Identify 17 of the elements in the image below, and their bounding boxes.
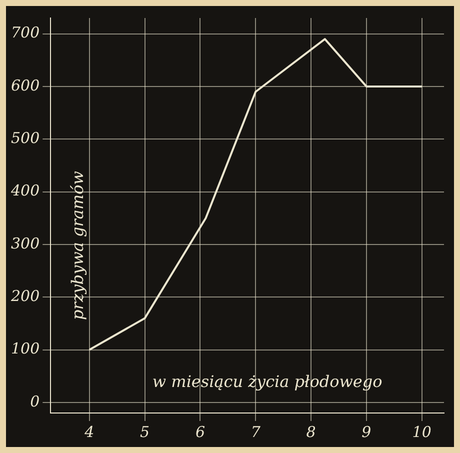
- x-tick-label: 10: [412, 422, 432, 441]
- y-axis-title: przybywa gramów: [68, 170, 87, 320]
- x-tick-label: 7: [250, 422, 261, 441]
- y-tick-label: 300: [10, 234, 40, 252]
- x-tick-label: 9: [362, 422, 372, 441]
- x-axis-title: w miesiącu życia płodowego: [152, 372, 382, 392]
- y-tick-label: 200: [10, 287, 40, 306]
- y-tick-label: 500: [10, 129, 40, 148]
- x-tick-label: 5: [140, 422, 150, 441]
- y-tick-label: 400: [10, 182, 40, 200]
- x-tick-label: 8: [306, 422, 316, 441]
- y-tick-label: 700: [10, 24, 40, 42]
- x-tick-label: 4: [84, 422, 94, 441]
- y-tick-label: 600: [10, 76, 40, 94]
- y-tick-label: 0: [30, 392, 40, 410]
- y-tick-label: 100: [10, 340, 40, 358]
- x-tick-label: 6: [195, 422, 206, 441]
